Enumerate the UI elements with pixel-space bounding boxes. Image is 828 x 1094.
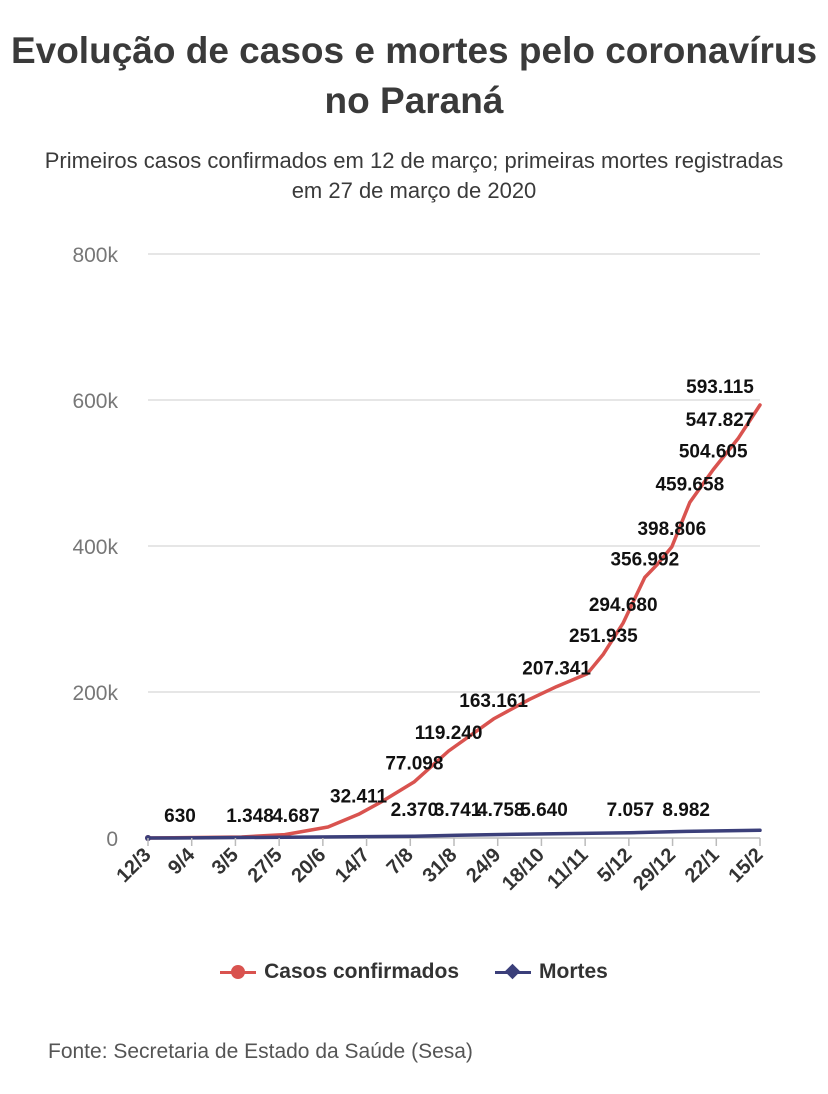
legend-deaths-symbol xyxy=(495,963,532,981)
y-tick-label: 400k xyxy=(72,536,118,559)
x-tick-label: 31/8 xyxy=(418,844,461,887)
source-note: Fonte: Secretaria de Estado da Saúde (Se… xyxy=(48,1040,473,1063)
line-layer xyxy=(145,403,762,841)
data-label-deaths: 7.057 xyxy=(607,800,655,821)
x-tick-label: 14/7 xyxy=(331,844,374,887)
data-label-cases: 1.348 xyxy=(226,806,274,827)
x-tick-label: 11/11 xyxy=(543,844,592,893)
data-label-cases: 398.806 xyxy=(637,519,706,540)
data-label-deaths: 4.758 xyxy=(477,800,525,821)
data-label-cases: 547.827 xyxy=(686,410,755,431)
grid-layer: 0 200k 400k 600k 800k xyxy=(72,244,760,851)
data-label-deaths: 5.640 xyxy=(520,800,568,821)
data-label-cases: 251.935 xyxy=(569,626,638,647)
legend-cases-symbol xyxy=(220,963,257,981)
data-label-cases: 593.115 xyxy=(686,377,754,398)
data-label-cases: 77.098 xyxy=(385,754,443,775)
x-tick-label: 27/5 xyxy=(244,844,287,887)
legend-item-cases[interactable]: Casos confirmados xyxy=(220,960,459,984)
x-tick-label: 9/4 xyxy=(164,843,200,879)
series-line-cases xyxy=(146,403,762,840)
series-line-deaths xyxy=(146,828,762,840)
y-tick-label: 800k xyxy=(72,244,118,267)
x-tick-label: 12/3 xyxy=(112,844,155,887)
legend: Casos confirmados Mortes xyxy=(0,960,828,984)
x-tick-label: 29/12 xyxy=(629,844,680,895)
legend-deaths-label: Mortes xyxy=(539,960,608,983)
data-label-cases: 294.680 xyxy=(589,595,658,616)
x-tick-label: 15/2 xyxy=(724,844,767,887)
data-label-deaths: 8.982 xyxy=(662,800,710,821)
y-tick-label: 0 xyxy=(106,828,118,851)
x-tick-label: 18/10 xyxy=(498,844,549,895)
line-chart: 0 200k 400k 600k 800k 12/3 9/4 3/5 27/5 20/6 14/7… xyxy=(72,244,768,895)
data-label-deaths: 2.370 xyxy=(391,800,439,821)
data-label-cases: 207.341 xyxy=(522,659,591,680)
y-tick-label: 600k xyxy=(72,390,118,413)
data-label-cases: 459.658 xyxy=(655,474,724,495)
y-tick-label: 200k xyxy=(72,682,118,705)
legend-item-deaths[interactable]: Mortes xyxy=(495,960,608,984)
x-tick-label: 3/5 xyxy=(208,844,243,879)
data-label-cases: 504.605 xyxy=(679,442,748,463)
data-label-deaths: 3.741 xyxy=(434,800,482,821)
x-tick-label: 22/1 xyxy=(681,844,724,887)
data-label-cases: 630 xyxy=(164,806,196,827)
x-tick-label: 20/6 xyxy=(287,844,330,887)
data-label-cases: 119.240 xyxy=(415,723,483,744)
x-axis-ticks: 12/3 9/4 3/5 27/5 20/6 14/7 7/8 31/8 24/918/1011… xyxy=(112,838,768,895)
data-label-cases: 356.992 xyxy=(610,549,679,570)
data-label-cases: 32.411 xyxy=(330,786,387,807)
data-label-cases: 4.687 xyxy=(272,806,320,827)
data-label-cases: 163.161 xyxy=(459,691,528,712)
legend-cases-label: Casos confirmados xyxy=(264,960,460,983)
chart-subtitle: Primeiros casos confirmados em 12 de mar… xyxy=(44,148,784,203)
chart-title: Evolução de casos e mortes pelo coronaví… xyxy=(10,30,818,121)
x-tick-label: 7/8 xyxy=(383,844,418,879)
